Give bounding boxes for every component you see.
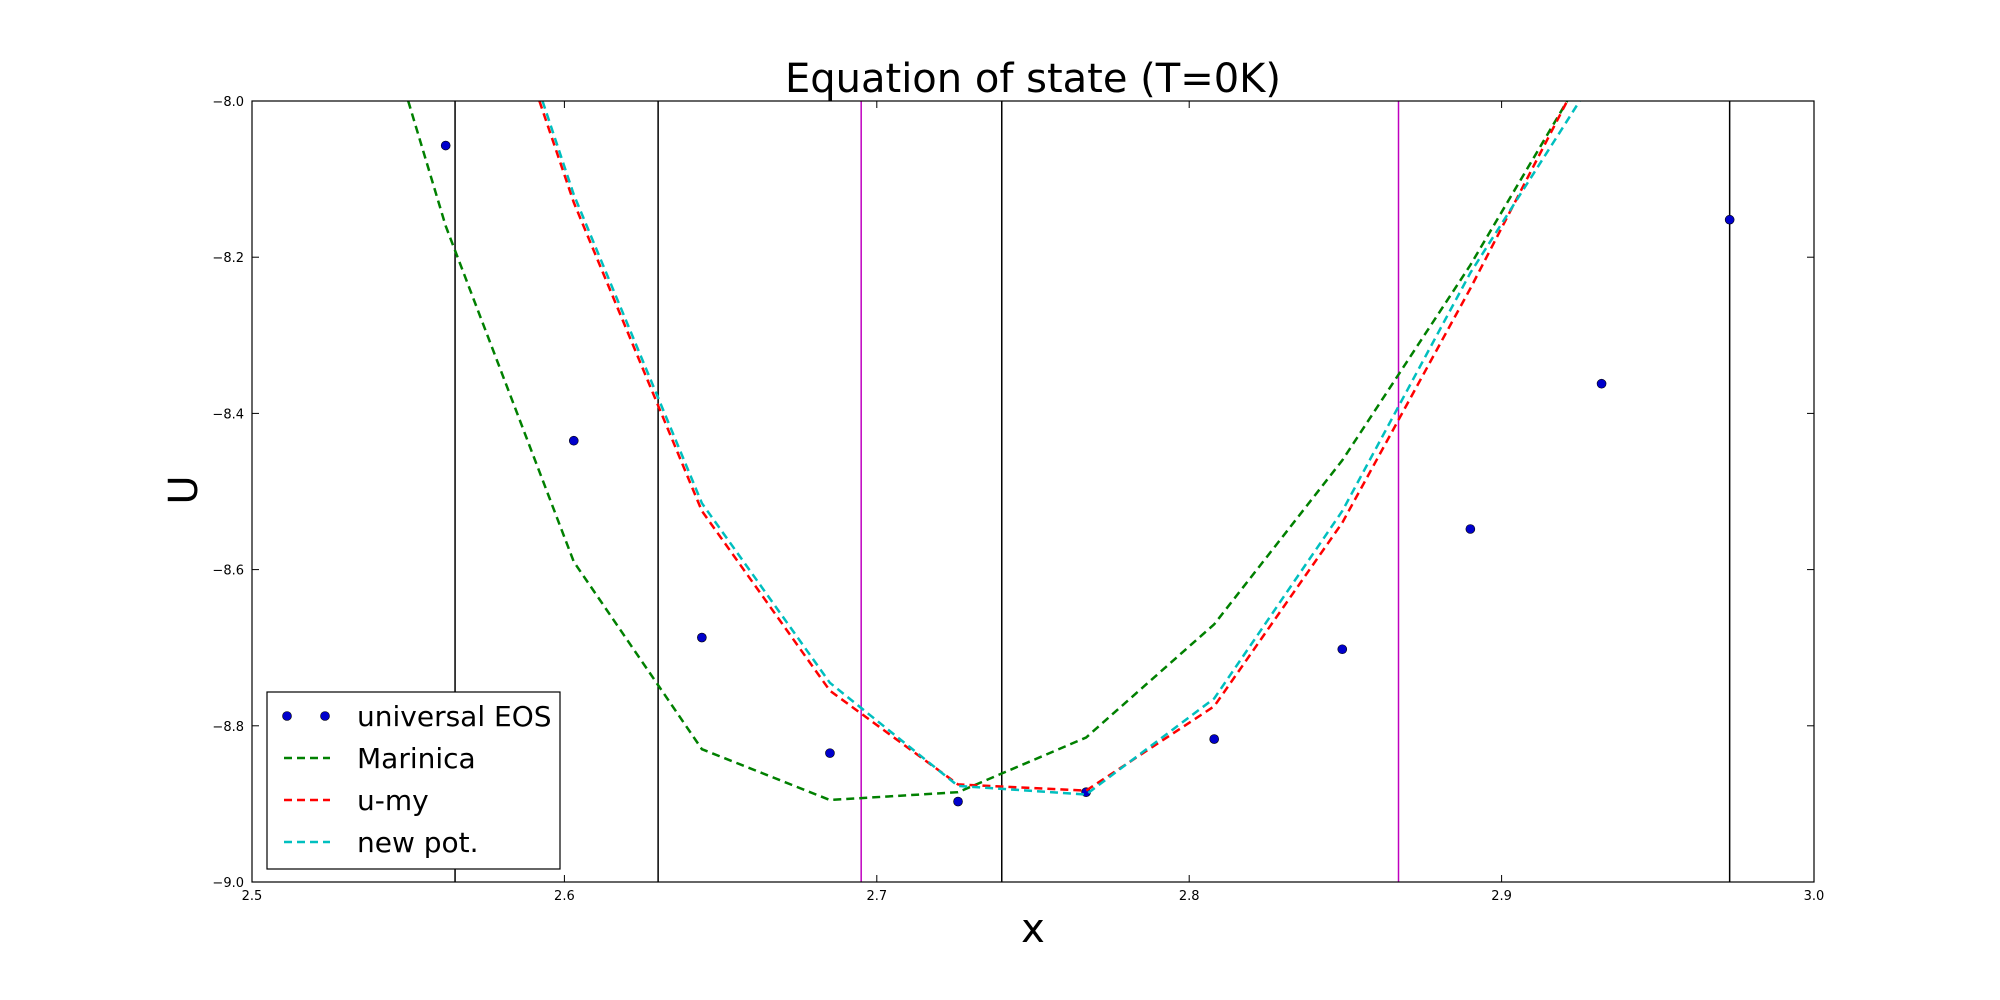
y-tick-label: −8.4 [212, 407, 244, 422]
point-universal-eos-4 [953, 796, 963, 807]
x-tick-label: 2.6 [554, 889, 575, 904]
y-tick-label: −8.2 [212, 251, 244, 266]
legend-marker-universal-eos [282, 711, 292, 721]
x-tick-label: 3.0 [1804, 889, 1825, 904]
y-tick-label: −8.8 [212, 720, 244, 735]
y-axis-title: U [161, 475, 207, 504]
y-tick-label: −8.0 [212, 95, 244, 110]
point-universal-eos-1 [568, 435, 579, 446]
point-universal-eos-6 [1209, 734, 1219, 744]
legend: universal EOS Marinica u-my new pot. [266, 691, 561, 870]
legend-label: u-my [357, 784, 429, 817]
legend-label: universal EOS [357, 700, 552, 733]
point-universal-eos-10 [1724, 214, 1735, 225]
axes-frame [251, 100, 1815, 883]
series-line-marinica [407, 101, 1569, 802]
point-universal-eos-3 [825, 748, 835, 758]
y-tick-label: −9.0 [212, 876, 244, 891]
x-tick-label: 2.9 [1491, 889, 1512, 904]
y-tick-label: −8.6 [212, 564, 244, 579]
x-tick-label: 2.8 [1179, 889, 1200, 904]
chart-title: Equation of state (T=0K) [785, 56, 1281, 102]
legend-label: Marinica [357, 742, 476, 775]
point-universal-eos-2 [697, 632, 707, 643]
x-axis-title: x [1021, 906, 1045, 952]
point-universal-eos-9 [1596, 378, 1607, 389]
legend-marker-universal-eos [320, 711, 330, 721]
plot-data-group [407, 101, 1735, 882]
legend-box [266, 691, 561, 870]
legend-label: new pot. [357, 826, 479, 859]
point-universal-eos-7 [1337, 644, 1348, 655]
plot-area: 2.5 2.6 2.7 2.8 2.9 3.0 −9.0 −8.8 −8.6 −8.4 −8.2 −8… [212, 95, 1824, 904]
x-tick-label: 2.5 [242, 889, 263, 904]
series-line-new-pot [541, 101, 1581, 796]
series-line-u-my [538, 101, 1569, 792]
point-universal-eos-8 [1465, 524, 1476, 534]
point-universal-eos-0 [440, 140, 451, 151]
x-tick-label: 2.7 [866, 889, 887, 904]
